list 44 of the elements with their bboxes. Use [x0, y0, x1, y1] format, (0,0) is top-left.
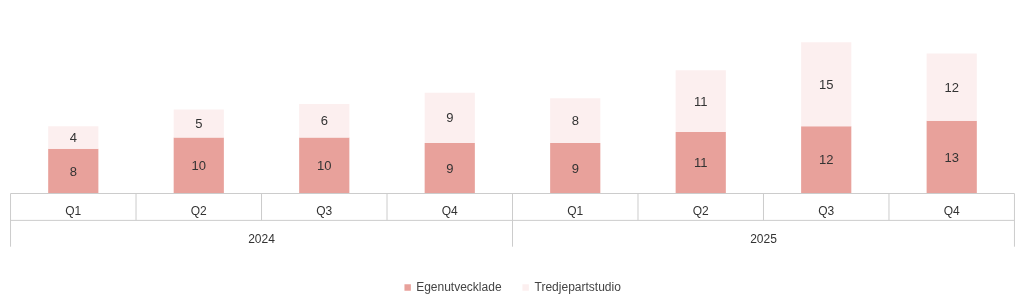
bar — [173, 137, 224, 194]
data-label: 13 — [944, 149, 959, 165]
bar — [926, 120, 977, 194]
data-label: 9 — [446, 110, 454, 126]
bar — [926, 53, 977, 121]
bar — [299, 137, 350, 194]
x-tick-label: Q1 — [567, 204, 584, 219]
x-tick-label: Q4 — [943, 204, 961, 219]
x-tick-label: Q4 — [441, 204, 459, 219]
legend-label: Tredjepartstudio — [534, 280, 621, 294]
x-tick-label: Q2 — [190, 204, 208, 219]
text: 2024 — [248, 231, 276, 246]
data-label: 11 — [693, 155, 708, 171]
data-label: 9 — [571, 160, 579, 176]
data-label: 10 — [191, 158, 207, 173]
bar — [801, 126, 852, 194]
data-label: 4 — [69, 130, 77, 145]
bar — [675, 70, 726, 132]
data-label: 12 — [944, 79, 959, 95]
x-tick-label: Q3 — [818, 204, 835, 219]
bar — [550, 98, 601, 144]
bar — [48, 148, 99, 194]
bar — [675, 131, 726, 194]
bar — [424, 92, 475, 144]
data-label: 5 — [195, 116, 203, 131]
legend-label: Egenutvecklade — [416, 280, 502, 294]
bar — [550, 143, 601, 194]
data-label: 8 — [69, 163, 77, 179]
text: 2025 — [750, 231, 778, 246]
bar — [173, 109, 224, 138]
data-label: 12 — [819, 152, 834, 168]
bar — [48, 126, 99, 149]
data-label: 11 — [693, 93, 708, 109]
data-label: 15 — [819, 76, 834, 92]
x-tick-label: Q3 — [316, 204, 333, 219]
data-label: 9 — [446, 160, 454, 176]
data-label: 8 — [571, 113, 579, 129]
x-tick-label: Q1 — [65, 204, 82, 219]
data-label: 6 — [320, 113, 328, 129]
bar — [424, 143, 475, 194]
bar — [299, 103, 350, 138]
x-tick-label: Q2 — [692, 204, 710, 219]
data-label: 10 — [317, 158, 332, 173]
bar — [801, 42, 852, 127]
